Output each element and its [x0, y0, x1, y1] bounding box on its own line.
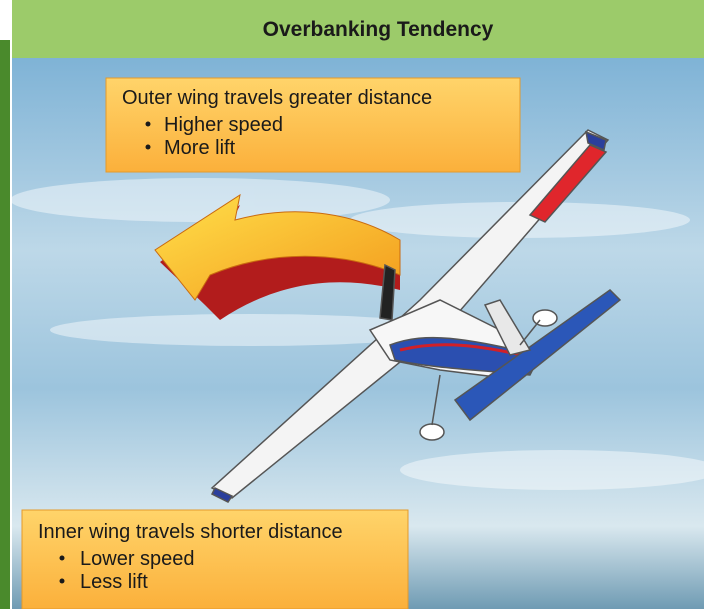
diagram: Overbanking Tendency Outer wing travels … — [0, 0, 704, 609]
callout-heading: Inner wing travels shorter distance — [38, 521, 343, 543]
callout-bullet: Higher speed — [164, 114, 283, 136]
bullet — [60, 556, 65, 561]
bullet — [60, 579, 65, 584]
bullet — [146, 145, 151, 150]
callout-bullet: Less lift — [80, 571, 148, 593]
left-edge — [0, 40, 10, 609]
bullet — [146, 122, 151, 127]
callout-heading: Outer wing travels greater distance — [122, 87, 432, 109]
header-title: Overbanking Tendency — [263, 18, 494, 41]
callout-bullet: Lower speed — [80, 548, 195, 570]
callout-bullet: More lift — [164, 137, 236, 159]
